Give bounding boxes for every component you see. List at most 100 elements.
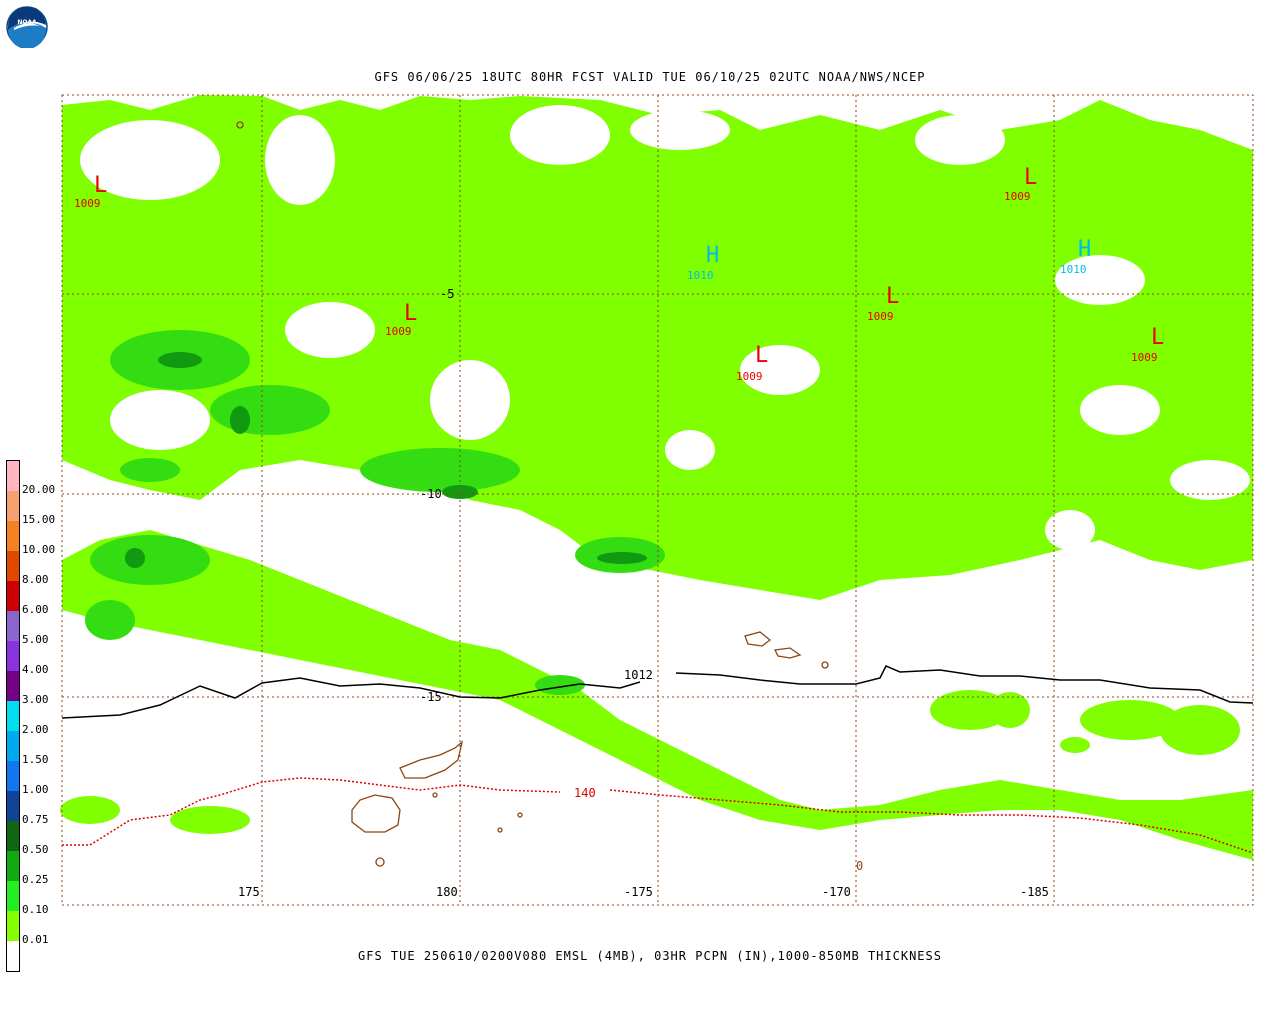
low-value: 1009 — [736, 370, 763, 383]
legend-label: 0.50 — [22, 843, 49, 856]
low-value: 1009 — [74, 197, 101, 210]
precip-heavy-core — [158, 352, 202, 368]
legend-swatch — [7, 911, 19, 941]
pressure-centers: L 1009 L 1009 L 1009 L 1009 L 1009 L 100… — [74, 165, 1164, 383]
precip-cell — [930, 690, 1010, 730]
low-center: L 1009 — [1131, 325, 1164, 364]
longitude-label: -185 — [1020, 885, 1049, 899]
stray-label: 0 — [856, 859, 863, 873]
precip-cell — [170, 806, 250, 834]
low-center: L 1009 — [74, 173, 107, 210]
legend-label: 0.75 — [22, 813, 49, 826]
legend-swatch — [7, 761, 19, 791]
island-dot — [517, 812, 523, 818]
dry-patch — [740, 345, 820, 395]
longitude-labels: 175 180 -175 -170 -185 — [238, 885, 1049, 899]
longitude-label: -175 — [624, 885, 653, 899]
dry-patch — [1080, 385, 1160, 435]
legend-swatch — [7, 821, 19, 851]
latitude-label: -5 — [440, 287, 454, 301]
legend-label: 15.00 — [22, 513, 56, 526]
precip-core — [120, 458, 180, 482]
high-value: 1010 — [1060, 263, 1087, 276]
legend-swatch — [7, 701, 19, 731]
low-letter: L — [94, 173, 107, 198]
island-dot — [497, 827, 503, 833]
low-value: 1009 — [1131, 351, 1158, 364]
low-letter: L — [1151, 325, 1164, 350]
low-letter: L — [404, 301, 417, 326]
dry-patch — [1100, 610, 1240, 690]
dry-patch — [630, 110, 730, 150]
legend-label: 0.01 — [22, 933, 49, 946]
high-letter: H — [1078, 237, 1091, 262]
legend-swatch — [7, 491, 19, 521]
latitude-label: -10 — [420, 487, 442, 501]
dry-patch — [1170, 460, 1250, 500]
dry-patch — [80, 120, 220, 200]
legend-swatch — [7, 551, 19, 581]
legend-label: 5.00 — [22, 633, 49, 646]
precip-area-north — [62, 95, 1253, 600]
legend-swatch — [7, 581, 19, 611]
island-dot — [375, 857, 385, 867]
precip-light-areas — [60, 95, 1253, 860]
legend-label: 8.00 — [22, 573, 49, 586]
dry-patch — [430, 360, 510, 440]
thickness-contour-140 — [62, 777, 1254, 854]
latitude-label: -15 — [420, 690, 442, 704]
high-value: 1010 — [687, 269, 714, 282]
legend-swatch — [7, 731, 19, 761]
latitude-labels: -5 -10 -15 — [420, 287, 454, 704]
high-letter: H — [706, 243, 719, 268]
samoa-upolu — [774, 647, 802, 659]
low-letter: L — [755, 343, 768, 368]
legend-swatch — [7, 671, 19, 701]
legend-label: 6.00 — [22, 603, 49, 616]
legend-swatch — [7, 641, 19, 671]
precip-heavy-core — [597, 552, 647, 564]
legend-label: 2.00 — [22, 723, 49, 736]
dry-patch — [510, 105, 610, 165]
dry-patch — [110, 390, 210, 450]
precip-heavy-core — [125, 548, 145, 568]
thickness-label: 140 — [574, 786, 596, 800]
dry-patch — [530, 600, 710, 680]
legend-label: 0.10 — [22, 903, 49, 916]
precip-core — [210, 385, 330, 435]
precip-cell — [990, 692, 1030, 728]
dry-patch — [285, 302, 375, 358]
legend-label: 10.00 — [22, 543, 56, 556]
low-letter: L — [886, 284, 899, 309]
precip-core — [360, 448, 520, 492]
precip-cell — [1160, 705, 1240, 755]
longitude-label: 175 — [238, 885, 260, 899]
low-value: 1009 — [385, 325, 412, 338]
high-center: H 1010 — [1060, 237, 1091, 276]
precip-heavy-core — [230, 406, 250, 434]
island-dot — [236, 121, 244, 129]
precip-color-legend — [6, 460, 20, 972]
precip-cell — [1080, 700, 1180, 740]
legend-label: 4.00 — [22, 663, 49, 676]
chart-subtitle: GFS TUE 250610/0200V080 EMSL (4MB), 03HR… — [358, 949, 942, 963]
island-dot — [821, 661, 829, 669]
low-center: L 1009 — [1004, 165, 1037, 203]
legend-swatch — [7, 521, 19, 551]
isobar-label: 1012 — [624, 668, 653, 682]
fiji-viti-levu — [351, 794, 401, 833]
noaa-logo-icon: NOAA — [6, 6, 48, 49]
legend-swatch — [7, 791, 19, 821]
longitude-label: -170 — [822, 885, 851, 899]
dry-patch — [800, 610, 960, 670]
precip-cell — [1060, 737, 1090, 753]
legend-swatch — [7, 461, 19, 491]
legend-label: 3.00 — [22, 693, 49, 706]
precip-core — [535, 675, 585, 695]
precip-band-middle — [62, 530, 1253, 860]
legend-swatch — [7, 851, 19, 881]
legend-label: 20.00 — [22, 483, 56, 496]
chart-title: GFS 06/06/25 18UTC 80HR FCST VALID TUE 0… — [374, 70, 926, 84]
legend-swatch — [7, 611, 19, 641]
legend-label: 1.50 — [22, 753, 49, 766]
